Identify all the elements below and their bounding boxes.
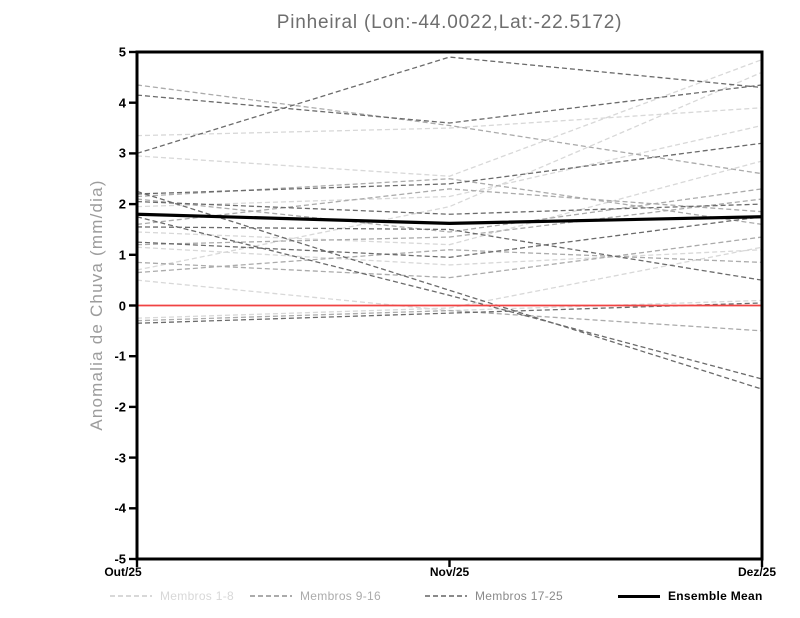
member-line-group-2 (136, 84, 763, 175)
x-tick-label: Dez/25 (737, 565, 777, 579)
y-tick-label: -3 (114, 450, 126, 466)
member-line-group-3 (136, 200, 763, 215)
y-tick-label: -2 (114, 399, 126, 415)
legend-item-membros-17-25: Membros 17-25 (425, 589, 563, 603)
member-line-group-3 (136, 56, 763, 155)
member-line-group-3 (136, 216, 763, 258)
member-line-group-3 (136, 142, 763, 195)
member-line-group-1 (136, 160, 763, 246)
ensemble-mean-line (136, 212, 763, 225)
legend-item-ensemble-mean: Ensemble Mean (618, 589, 763, 603)
chart-title: Pinheiral (Lon:-44.0022,Lat:-22.5172) (276, 12, 623, 33)
member-line-group-2 (136, 249, 763, 274)
y-tick-label: 3 (118, 145, 126, 161)
member-line-group-2 (136, 198, 763, 246)
legend-item-membros-1-8: Membros 1-8 (110, 589, 234, 603)
member-line-group-3 (136, 226, 763, 281)
y-tick-label: 5 (118, 44, 126, 60)
y-tick-label: 0 (118, 298, 126, 313)
member-line-group-1 (136, 246, 763, 266)
member-line-group-2 (136, 188, 763, 226)
member-line-group-3 (136, 190, 763, 390)
member-line-group-2 (136, 309, 763, 332)
legend-label: Membros 17-25 (475, 589, 563, 603)
member-line-group-3 (136, 84, 763, 124)
legend-label: Ensemble Mean (668, 589, 763, 603)
member-line-group-2 (136, 188, 763, 233)
dashed-line-swatch (110, 595, 152, 597)
member-line-group-1 (136, 124, 763, 208)
member-line-group-1 (136, 71, 763, 271)
legend-label: Membros 1-8 (160, 589, 234, 603)
y-tick-label: 2 (118, 196, 126, 212)
y-tick-label: -5 (114, 551, 126, 567)
x-tick-label: Out/25 (104, 565, 142, 579)
dashed-line-swatch (250, 595, 292, 597)
member-line-group-1 (136, 246, 763, 319)
y-tick-label: -4 (114, 500, 126, 516)
y-tick-label: -1 (114, 348, 126, 364)
member-line-group-2 (136, 236, 763, 279)
member-line-group-1 (136, 58, 763, 177)
y-tick-label: 4 (118, 95, 126, 111)
member-line-group-3 (136, 216, 763, 380)
y-tick-label: 1 (118, 247, 126, 263)
plot-frame (135, 50, 764, 561)
solid-line-swatch (618, 594, 660, 598)
legend-label: Membros 9-16 (300, 589, 381, 603)
dashed-line-swatch (425, 595, 467, 597)
legend-item-membros-9-16: Membros 9-16 (250, 589, 381, 603)
x-tick-label: Nov/25 (429, 565, 470, 579)
member-line-group-1 (136, 107, 763, 137)
